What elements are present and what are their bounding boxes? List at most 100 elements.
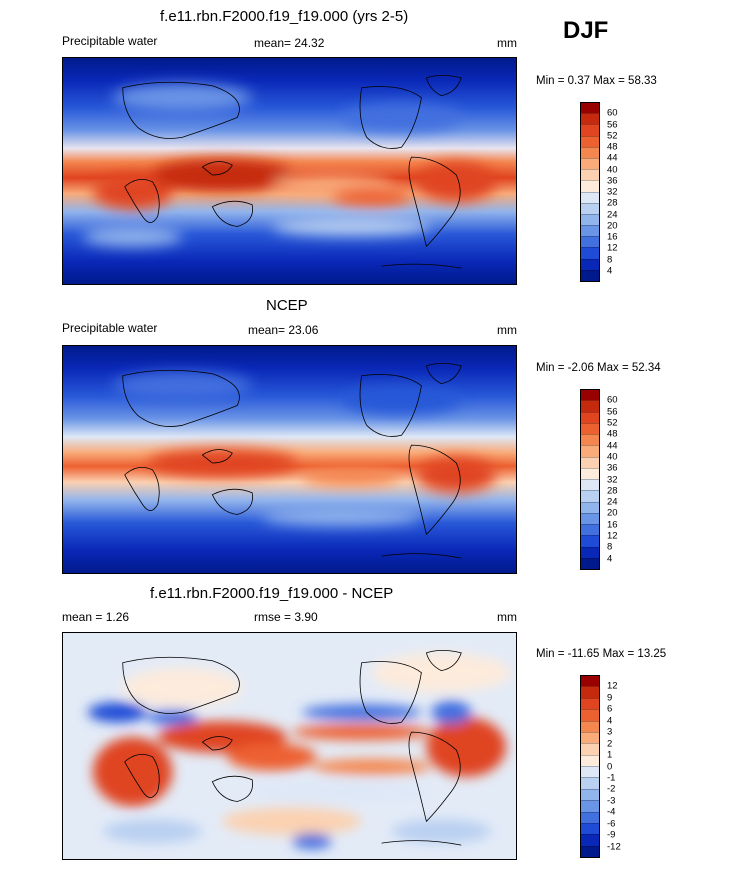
colorbar-swatch xyxy=(581,434,599,446)
panel2-colorbar xyxy=(580,389,600,570)
colorbar-swatch xyxy=(581,157,599,170)
colorbar-tick-label: 6 xyxy=(607,703,613,715)
colorbar-tick-label: 52 xyxy=(607,417,618,429)
colorbar-tick-label: 28 xyxy=(607,485,618,497)
panel1-mean-label: mean= 24.32 xyxy=(254,36,325,50)
panel2-map xyxy=(62,345,517,574)
panel3-title: f.e11.rbn.F2000.f19_f19.000 - NCEP xyxy=(150,585,394,602)
panel1-colorbar xyxy=(580,102,600,282)
colorbar-tick-label: -6 xyxy=(607,818,616,830)
colorbar-swatch xyxy=(581,731,599,744)
colorbar-tick-label: 36 xyxy=(607,462,618,474)
colorbar-tick-label: 2 xyxy=(607,738,613,750)
colorbar-tick-label: 28 xyxy=(607,197,618,209)
colorbar-swatch xyxy=(581,400,599,412)
colorbar-tick-label: -12 xyxy=(607,841,621,853)
colorbar-tick-label: 36 xyxy=(607,175,618,187)
colorbar-tick-label: 60 xyxy=(607,394,618,406)
colorbar-tick-label: 4 xyxy=(607,715,613,727)
colorbar-swatch xyxy=(581,202,599,214)
colorbar-tick-label: 52 xyxy=(607,130,618,142)
colorbar-swatch xyxy=(581,445,599,457)
colorbar-tick-label: 8 xyxy=(607,541,613,553)
panel3-minmax-label: Min = -11.65 Max = 13.25 xyxy=(536,648,667,660)
colorbar-tick-label: 9 xyxy=(607,692,613,704)
colorbar-swatch xyxy=(581,800,599,812)
colorbar-tick-label: -4 xyxy=(607,806,616,818)
colorbar-tick-label: 24 xyxy=(607,209,618,220)
colorbar-swatch xyxy=(581,697,599,710)
colorbar-tick-label: 48 xyxy=(607,428,618,440)
colorbar-swatch xyxy=(581,411,599,423)
colorbar-swatch xyxy=(581,467,599,479)
colorbar-tick-label: 40 xyxy=(607,451,618,463)
colorbar-swatch xyxy=(581,191,599,203)
colorbar-swatch xyxy=(581,512,599,524)
panel3-colorbar xyxy=(580,675,600,858)
colorbar-swatch xyxy=(581,766,599,778)
panel2-variable-label: Precipitable water xyxy=(62,321,158,335)
colorbar-swatch xyxy=(581,213,599,226)
colorbar-tick-label: 16 xyxy=(607,519,618,531)
colorbar-swatch xyxy=(581,686,599,698)
colorbar-swatch xyxy=(581,169,599,181)
panel3-map xyxy=(62,632,517,860)
panel3-units-label: mm xyxy=(497,610,517,624)
colorbar-swatch xyxy=(581,247,599,259)
colorbar-swatch xyxy=(581,390,599,401)
colorbar-swatch xyxy=(581,811,599,823)
colorbar-tick-label: 20 xyxy=(607,220,618,232)
colorbar-tick-label: 1 xyxy=(607,749,613,761)
colorbar-tick-label: 8 xyxy=(607,254,613,265)
colorbar-swatch xyxy=(581,709,599,721)
colorbar-swatch xyxy=(581,180,599,192)
colorbar-swatch xyxy=(581,124,599,136)
colorbar-swatch xyxy=(581,103,599,114)
colorbar-swatch xyxy=(581,236,599,248)
colorbar-swatch xyxy=(581,720,599,732)
panel1-title: f.e11.rbn.F2000.f19_f19.000 (yrs 2-5) xyxy=(160,8,409,25)
colorbar-tick-label: -1 xyxy=(607,772,616,784)
colorbar-swatch xyxy=(581,788,599,801)
panel2-mean-label: mean= 23.06 xyxy=(248,323,319,337)
colorbar-tick-label: 0 xyxy=(607,761,613,772)
colorbar-swatch xyxy=(581,113,599,125)
colorbar-tick-label: 24 xyxy=(607,496,618,508)
colorbar-tick-label: 32 xyxy=(607,474,618,485)
colorbar-tick-label: 56 xyxy=(607,119,618,130)
colorbar-swatch xyxy=(581,524,599,536)
colorbar-swatch xyxy=(581,422,599,434)
colorbar-tick-label: 12 xyxy=(607,530,618,542)
panel3-map-graphic xyxy=(63,633,516,859)
colorbar-tick-label: -9 xyxy=(607,829,616,841)
season-label: DJF xyxy=(563,17,609,44)
colorbar-tick-label: 56 xyxy=(607,406,618,418)
panel1-variable-label: Precipitable water xyxy=(62,34,158,48)
colorbar-swatch xyxy=(581,258,599,270)
colorbar-swatch xyxy=(581,676,599,687)
colorbar-tick-label: 20 xyxy=(607,507,618,519)
colorbar-tick-label: 4 xyxy=(607,265,613,277)
panel3-rmse-label: rmse = 3.90 xyxy=(254,610,318,624)
colorbar-tick-label: 4 xyxy=(607,553,613,565)
colorbar-tick-label: 12 xyxy=(607,680,618,692)
colorbar-swatch xyxy=(581,834,599,846)
colorbar-swatch xyxy=(581,135,599,147)
colorbar-swatch xyxy=(581,557,599,569)
colorbar-swatch xyxy=(581,822,599,835)
panel1-map xyxy=(62,57,517,285)
colorbar-tick-label: 60 xyxy=(607,107,618,119)
colorbar-tick-label: 3 xyxy=(607,726,613,738)
panel1-map-graphic xyxy=(63,58,516,284)
colorbar-tick-label: 44 xyxy=(607,440,618,452)
colorbar-tick-label: 48 xyxy=(607,141,618,153)
colorbar-swatch xyxy=(581,743,599,755)
colorbar-swatch xyxy=(581,146,599,158)
colorbar-tick-label: 12 xyxy=(607,242,618,254)
panel2-minmax-label: Min = -2.06 Max = 52.34 xyxy=(536,362,661,374)
panel1-minmax-label: Min = 0.37 Max = 58.33 xyxy=(536,75,657,87)
colorbar-tick-label: 40 xyxy=(607,164,618,175)
colorbar-tick-label: -3 xyxy=(607,795,616,807)
colorbar-swatch xyxy=(581,845,599,857)
panel3-mean-label: mean = 1.26 xyxy=(62,610,130,624)
